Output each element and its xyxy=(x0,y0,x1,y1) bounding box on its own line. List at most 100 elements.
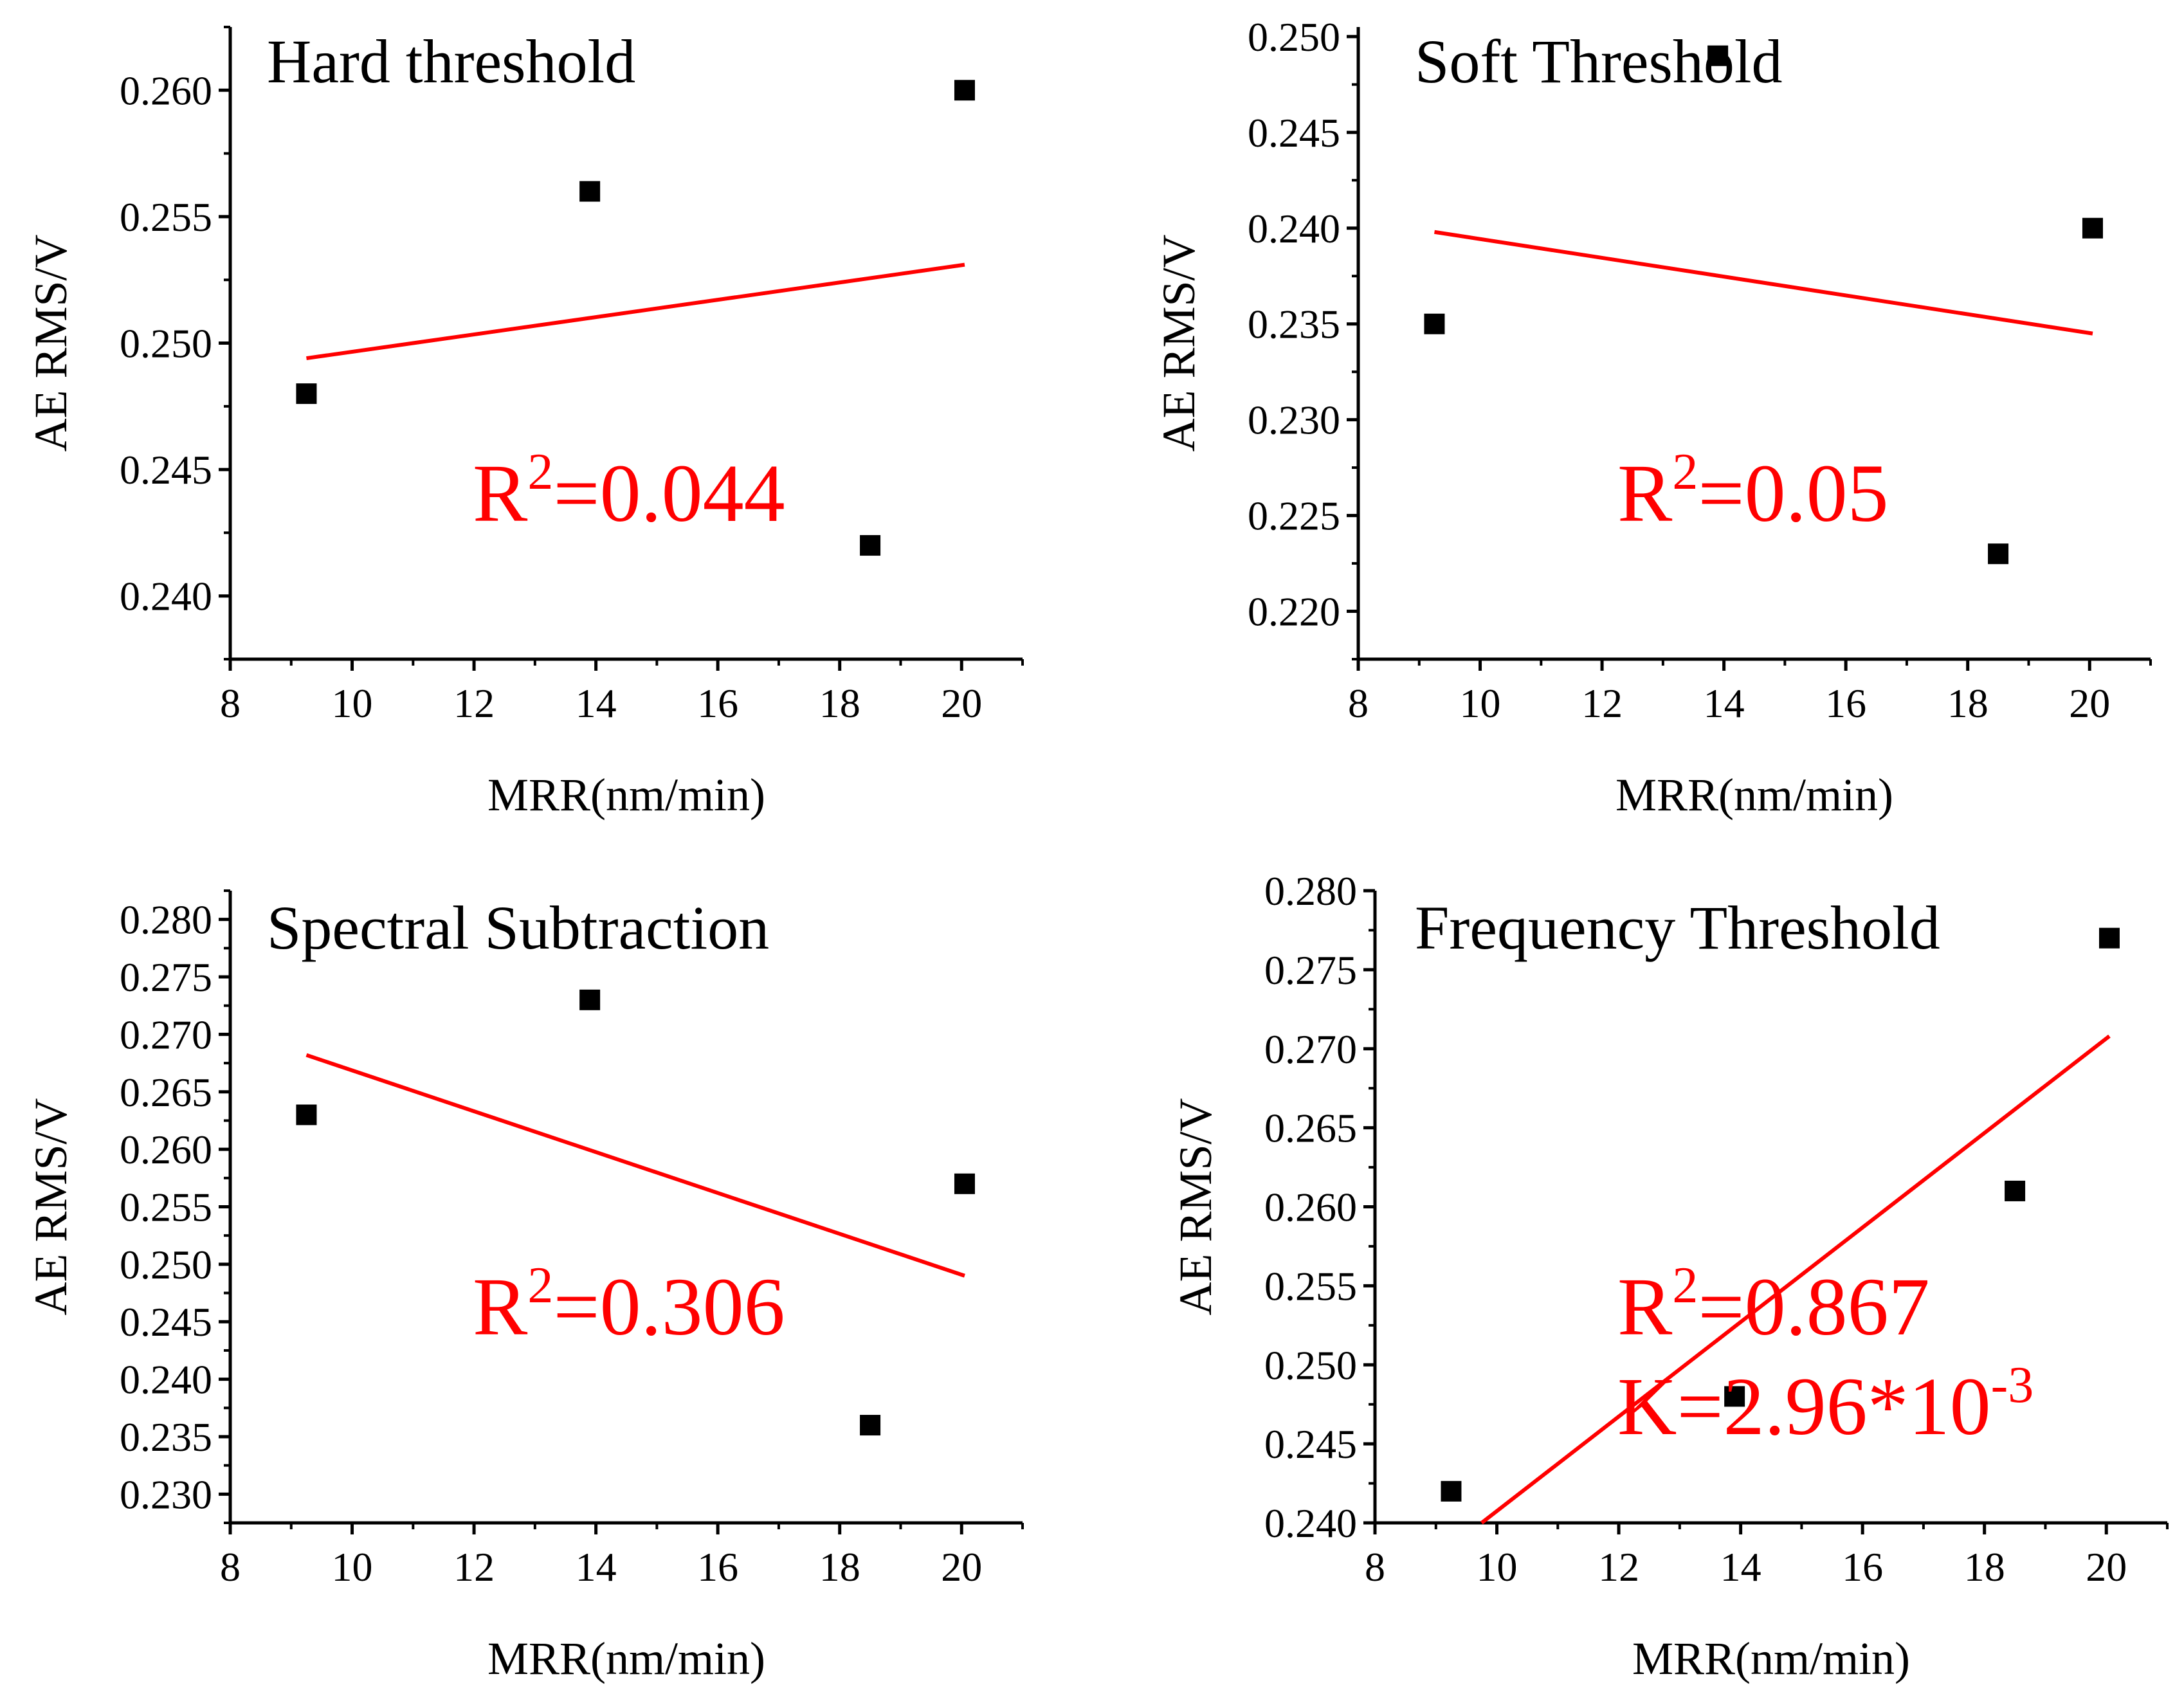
r2-prefix: R xyxy=(1617,448,1673,539)
x-tick-label: 10 xyxy=(332,1544,373,1590)
data-point xyxy=(1424,313,1445,334)
y-ticks: 0.230 0.235 0.240 0.245 0.250 0.255 0.260 0.265… xyxy=(120,889,230,1524)
fit-line-group xyxy=(306,262,965,361)
x-tick-label: 12 xyxy=(453,680,495,726)
y-tick-label: 0.250 xyxy=(120,1242,212,1287)
x-axis-label: MRR(nm/min) xyxy=(487,769,765,821)
r2-value: =0.306 xyxy=(553,1261,785,1352)
k-superscript: -3 xyxy=(1991,1357,2034,1414)
x-tick-label: 20 xyxy=(941,680,982,726)
y-tick-label: 0.250 xyxy=(1264,1342,1357,1388)
x-tick-label: 14 xyxy=(1720,1544,1761,1590)
x-tick-label: 18 xyxy=(819,680,860,726)
x-tick-label: 12 xyxy=(1581,680,1623,726)
data-point xyxy=(860,1415,881,1436)
y-axis-label: AE RMS/V xyxy=(25,234,77,451)
x-tick-label: 20 xyxy=(2086,1544,2127,1590)
y-axis-label: AE RMS/V xyxy=(25,1098,77,1315)
x-tick-label: 16 xyxy=(697,680,738,726)
panel-spectral-subtraction: 0.230 0.235 0.240 0.245 0.250 0.255 0.260 0.265… xyxy=(25,889,1024,1684)
y-tick-label: 0.240 xyxy=(1248,206,1340,251)
r2-prefix: R xyxy=(473,1261,528,1352)
y-tick-label: 0.245 xyxy=(120,1299,212,1345)
y-ticks: 0.220 0.225 0.230 0.235 0.240 0.245 0.250 xyxy=(1248,14,1358,660)
data-point xyxy=(860,535,881,556)
x-ticks: 8 10 12 14 16 18 20 xyxy=(220,1523,1024,1590)
data-point xyxy=(1724,1386,1745,1407)
y-tick-label: 0.235 xyxy=(1248,302,1340,347)
y-tick-label: 0.235 xyxy=(120,1414,212,1460)
x-tick-label: 16 xyxy=(1825,680,1866,726)
x-tick-label: 10 xyxy=(1477,1544,1518,1590)
r2-superscript: 2 xyxy=(1672,1257,1698,1314)
y-tick-label: 0.245 xyxy=(1248,110,1340,156)
fit-line xyxy=(1480,1034,2111,1525)
y-tick-label: 0.220 xyxy=(1248,589,1340,635)
x-axis-label: MRR(nm/min) xyxy=(487,1633,765,1684)
y-tick-label: 0.265 xyxy=(120,1069,212,1115)
y-tick-label: 0.260 xyxy=(120,1127,212,1172)
x-tick-label: 16 xyxy=(697,1544,738,1590)
points-group xyxy=(296,80,975,556)
x-tick-label: 10 xyxy=(1460,680,1501,726)
data-point xyxy=(2098,927,2120,949)
fit-line-group xyxy=(1480,1034,2111,1525)
data-point xyxy=(954,80,975,101)
r-squared-annotation: R2=0.05 xyxy=(1617,444,1889,539)
y-tick-label: 0.250 xyxy=(120,321,212,367)
x-tick-label: 14 xyxy=(576,680,617,726)
data-point xyxy=(2005,1180,2026,1201)
x-ticks: 8 10 12 14 16 18 20 xyxy=(1365,1523,2169,1590)
fit-line-group xyxy=(1434,230,2093,336)
x-tick-label: 18 xyxy=(819,1544,860,1590)
y-tick-label: 0.250 xyxy=(1248,14,1340,60)
y-tick-label: 0.230 xyxy=(1248,397,1340,443)
r-squared-annotation: R2=0.306 xyxy=(473,1257,785,1352)
data-point xyxy=(579,181,601,202)
panel-title: Hard threshold xyxy=(267,27,635,96)
fit-line xyxy=(306,262,965,361)
y-tick-label: 0.270 xyxy=(1264,1026,1357,1072)
y-tick-label: 0.270 xyxy=(120,1012,212,1057)
y-axis-label: AE RMS/V xyxy=(1170,1098,1221,1315)
fit-line xyxy=(305,1053,965,1278)
y-tick-label: 0.255 xyxy=(120,194,212,240)
data-point xyxy=(296,383,317,405)
data-point xyxy=(296,1104,317,1125)
y-tick-label: 0.260 xyxy=(120,68,212,113)
k-prefix: K xyxy=(1617,1361,1677,1452)
fit-line-group xyxy=(305,1053,965,1278)
x-tick-label: 8 xyxy=(220,1544,241,1590)
k-value: =2.96*10 xyxy=(1677,1361,1990,1452)
x-tick-label: 20 xyxy=(941,1544,982,1590)
y-tick-label: 0.230 xyxy=(120,1471,212,1517)
panel-title: Soft Threshold xyxy=(1415,27,1783,96)
r2-prefix: R xyxy=(1617,1261,1673,1352)
points-group xyxy=(1424,45,2103,565)
r-squared-annotation: R2=0.867 xyxy=(1617,1257,1930,1352)
y-tick-label: 0.240 xyxy=(1264,1500,1357,1546)
points-group xyxy=(1441,927,2120,1502)
fit-line xyxy=(1434,230,2093,336)
x-tick-label: 8 xyxy=(1348,680,1369,726)
x-tick-label: 18 xyxy=(1947,680,1988,726)
panel-frequency-threshold: 0.240 0.245 0.250 0.255 0.260 0.265 0.270 0.275… xyxy=(1170,868,2169,1684)
x-tick-label: 8 xyxy=(1365,1544,1385,1590)
x-tick-label: 14 xyxy=(576,1544,617,1590)
data-point xyxy=(1988,543,2009,565)
data-point xyxy=(1441,1480,1462,1502)
y-tick-label: 0.255 xyxy=(1264,1263,1357,1309)
data-point xyxy=(1707,45,1729,66)
y-tick-label: 0.255 xyxy=(120,1185,212,1230)
slope-annotation: K=2.96*10-3 xyxy=(1617,1357,2034,1452)
axes-frame xyxy=(228,27,1023,661)
y-tick-label: 0.275 xyxy=(1264,947,1357,993)
panel-title: Spectral Subtraction xyxy=(267,893,769,962)
panel-soft-threshold: 0.220 0.225 0.230 0.235 0.240 0.245 0.250 8 10 1… xyxy=(1153,14,2152,821)
r2-value: =0.044 xyxy=(553,448,785,539)
x-tick-label: 14 xyxy=(1704,680,1745,726)
r2-superscript: 2 xyxy=(527,444,553,500)
r2-superscript: 2 xyxy=(527,1257,553,1314)
axes-frame xyxy=(228,891,1023,1525)
